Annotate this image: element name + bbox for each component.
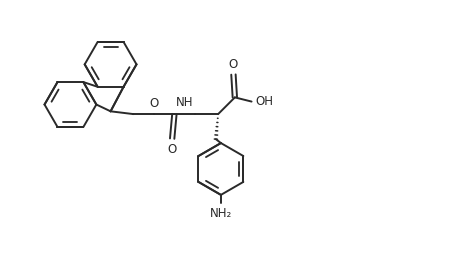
Text: OH: OH: [256, 95, 273, 108]
Text: O: O: [229, 58, 238, 70]
Text: NH: NH: [176, 96, 193, 109]
Text: NH₂: NH₂: [210, 207, 232, 220]
Text: O: O: [168, 143, 177, 156]
Text: O: O: [150, 97, 159, 110]
